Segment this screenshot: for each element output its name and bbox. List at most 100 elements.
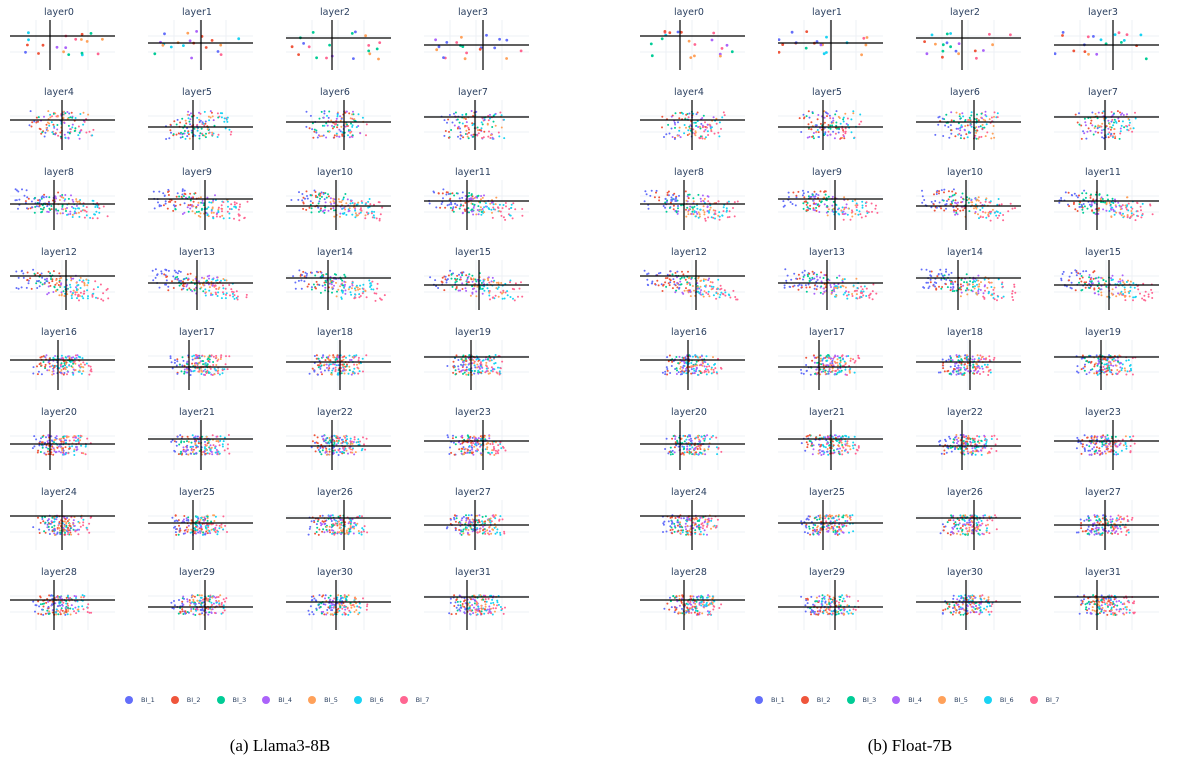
subplot-title: layer24 — [671, 487, 707, 498]
scatter-plot — [10, 20, 115, 70]
subplot: layer25 — [768, 480, 886, 560]
subplot: layer22 — [906, 400, 1024, 480]
scatter-plot — [424, 340, 529, 390]
subplot: layer0 — [630, 0, 748, 80]
subplot: layer6 — [276, 80, 394, 160]
subplot-title: layer29 — [809, 567, 845, 578]
subplot: layer9 — [768, 160, 886, 240]
subplot: layer28 — [630, 560, 748, 640]
legend-item[interactable]: BI_5 — [938, 696, 968, 704]
subplot: layer11 — [1044, 160, 1162, 240]
legend-marker-icon — [846, 696, 855, 704]
legend-marker-icon — [125, 696, 133, 704]
legend-item[interactable]: BI_1 — [125, 696, 155, 704]
scatter-plot — [424, 180, 529, 230]
legend-label: BI_5 — [324, 696, 338, 704]
scatter-plot — [1054, 500, 1159, 550]
legend-item[interactable]: BI_4 — [262, 696, 292, 704]
subplot: layer15 — [1044, 240, 1162, 320]
legend-item[interactable]: BI_3 — [216, 696, 247, 704]
scatter-plot — [640, 20, 745, 70]
subplot: layer7 — [414, 80, 532, 160]
scatter-plot — [286, 100, 391, 150]
subplot-title: layer7 — [1088, 87, 1118, 98]
legend-item[interactable]: BI_2 — [170, 696, 201, 704]
scatter-plot — [916, 340, 1021, 390]
subplot-title: layer14 — [947, 247, 983, 258]
legend-item[interactable]: BI_7 — [399, 696, 429, 704]
subplot: layer17 — [768, 320, 886, 400]
legend-item[interactable]: BI_6 — [353, 696, 384, 704]
subplot-title: layer5 — [182, 87, 212, 98]
subplot-title: layer13 — [179, 247, 215, 258]
subplot-title: layer22 — [317, 407, 353, 418]
legend-marker-icon — [170, 696, 179, 704]
scatter-plot — [1054, 260, 1159, 310]
subplot: layer28 — [0, 560, 118, 640]
legend-label: BI_7 — [1045, 696, 1060, 704]
subplot: layer10 — [906, 160, 1024, 240]
legend-item[interactable]: BI_1 — [755, 696, 785, 704]
subplot: layer31 — [414, 560, 532, 640]
subplot-title: layer8 — [674, 167, 704, 178]
scatter-plot — [778, 580, 883, 630]
legend-marker-icon — [1029, 696, 1038, 704]
subplot: layer24 — [630, 480, 748, 560]
subplot-title: layer24 — [41, 487, 77, 498]
subplot-title: layer21 — [179, 407, 215, 418]
subplot-title: layer23 — [455, 407, 491, 418]
scatter-plot — [10, 420, 115, 470]
subplot: layer27 — [414, 480, 532, 560]
scatter-plot — [424, 500, 529, 550]
subplot-title: layer15 — [455, 247, 491, 258]
subplot-title: layer20 — [671, 407, 707, 418]
scatter-plot — [778, 100, 883, 150]
subplot-title: layer2 — [950, 7, 980, 18]
subplot: layer20 — [630, 400, 748, 480]
subplot-title: layer9 — [812, 167, 842, 178]
subplot: layer18 — [906, 320, 1024, 400]
scatter-plot — [148, 20, 253, 70]
legend-item[interactable]: BI_3 — [846, 696, 876, 704]
subplot: layer1 — [768, 0, 886, 80]
subplot-title: layer23 — [1085, 407, 1121, 418]
subplot: layer14 — [276, 240, 394, 320]
subplot: layer21 — [768, 400, 886, 480]
legend: BI_1 BI_2 BI_3 BI_4 BI_5 BI_6 BI_7 — [755, 696, 1075, 704]
subplot-title: layer4 — [674, 87, 704, 98]
legend-item[interactable]: BI_7 — [1029, 696, 1060, 704]
scatter-plot — [778, 500, 883, 550]
legend-marker-icon — [892, 696, 901, 704]
subplot-title: layer29 — [179, 567, 215, 578]
subplot: layer31 — [1044, 560, 1162, 640]
scatter-plot — [10, 580, 115, 630]
subplot-title: layer0 — [674, 7, 704, 18]
subplot: layer30 — [906, 560, 1024, 640]
subplot-title: layer15 — [1085, 247, 1121, 258]
scatter-plot — [10, 180, 115, 230]
scatter-plot — [148, 340, 253, 390]
subplot-title: layer4 — [44, 87, 74, 98]
scatter-plot — [1054, 420, 1159, 470]
legend-label: BI_5 — [954, 696, 968, 704]
scatter-plot — [10, 340, 115, 390]
scatter-plot — [640, 420, 745, 470]
subplot-title: layer11 — [455, 167, 491, 178]
scatter-plot — [640, 340, 745, 390]
legend-item[interactable]: BI_5 — [308, 696, 338, 704]
scatter-plot — [286, 20, 391, 70]
legend-item[interactable]: BI_6 — [983, 696, 1014, 704]
subplot: layer1 — [138, 0, 256, 80]
legend-item[interactable]: BI_2 — [800, 696, 831, 704]
scatter-plot — [640, 580, 745, 630]
subplot-title: layer12 — [41, 247, 77, 258]
subplot-title: layer31 — [455, 567, 491, 578]
figure-llama3-8b: layer0 layer1 layer2 layer3 layer4 layer5 laye… — [0, 0, 560, 764]
legend-label: BI_3 — [232, 696, 247, 704]
scatter-plot — [640, 180, 745, 230]
legend-item[interactable]: BI_4 — [892, 696, 922, 704]
subplot-title: layer27 — [455, 487, 491, 498]
subplot: layer10 — [276, 160, 394, 240]
subplot-title: layer3 — [1088, 7, 1118, 18]
subplot: layer8 — [630, 160, 748, 240]
